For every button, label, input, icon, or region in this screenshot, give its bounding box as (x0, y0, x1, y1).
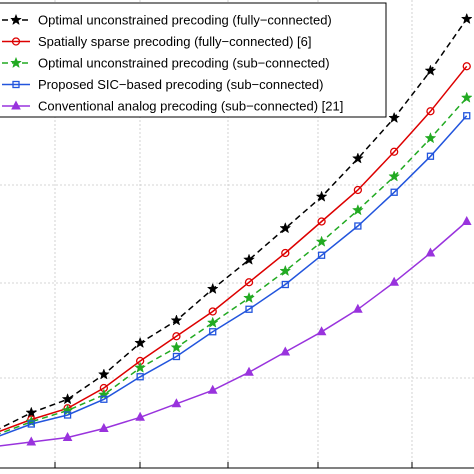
legend-label: Spatially sparse precoding (fully−connec… (38, 34, 312, 49)
data-point (61, 404, 74, 416)
data-point (243, 253, 255, 265)
data-point (97, 368, 110, 380)
data-point (172, 332, 181, 341)
data-point (206, 282, 219, 295)
data-point (170, 341, 183, 353)
data-point (354, 222, 362, 230)
data-point (209, 328, 217, 336)
legend-item-3: Optimal unconstrained precoding (sub−con… (2, 56, 330, 71)
data-point (62, 431, 73, 441)
data-point (390, 188, 398, 196)
series-line (0, 97, 468, 435)
series-4 (0, 112, 471, 437)
legend-marker (10, 56, 22, 69)
data-point (207, 384, 218, 394)
data-point (281, 248, 290, 258)
series-3 (0, 91, 473, 435)
data-point (97, 388, 110, 400)
data-point (244, 278, 254, 287)
series-2 (0, 62, 471, 432)
series-1 (0, 12, 473, 430)
data-point (206, 316, 219, 328)
data-point (426, 107, 435, 116)
legend-item-2: Spatially sparse precoding (fully−connec… (2, 34, 312, 49)
series-line (0, 65, 468, 432)
data-point (26, 436, 37, 446)
data-point (170, 314, 183, 326)
data-point (424, 64, 437, 76)
data-point (426, 152, 435, 160)
data-point (27, 420, 35, 428)
data-point (317, 251, 326, 259)
data-point (63, 411, 72, 419)
series-line (0, 220, 468, 447)
data-point (245, 305, 253, 313)
legend-item-5: Conventional analog precoding (sub−conne… (2, 99, 343, 114)
data-point (388, 111, 401, 124)
data-point (135, 411, 145, 421)
data-point (353, 185, 363, 195)
legend-marker (11, 100, 21, 110)
legend-item-1: Optimal unconstrained precoding (fully−c… (2, 13, 332, 28)
legend-marker (12, 80, 20, 89)
legend-label: Proposed SIC−based precoding (sub−connec… (38, 77, 323, 92)
data-point (425, 247, 436, 257)
data-point (315, 190, 328, 202)
data-point (279, 264, 292, 277)
data-point (100, 395, 108, 403)
data-point (315, 235, 328, 247)
data-point (390, 147, 399, 156)
data-point (424, 132, 437, 144)
data-point (388, 170, 401, 182)
legend-marker (11, 37, 21, 46)
series-group (0, 12, 473, 447)
data-point (61, 393, 74, 405)
legend: Optimal unconstrained precoding (fully−c… (0, 2, 387, 118)
series-5 (0, 215, 472, 447)
data-point (351, 152, 364, 164)
data-point (463, 112, 471, 120)
data-point (280, 346, 291, 356)
data-point (134, 361, 147, 373)
data-point (351, 204, 364, 216)
axes (0, 462, 474, 469)
data-point (25, 406, 38, 418)
data-point (316, 326, 327, 336)
legend-item-4: Proposed SIC−based precoding (sub−connec… (2, 77, 323, 92)
data-point (389, 276, 399, 286)
data-point (244, 366, 254, 376)
data-point (353, 303, 363, 313)
data-point (281, 280, 289, 289)
data-point (136, 373, 144, 381)
series-line (0, 115, 468, 437)
legend-label: Optimal unconstrained precoding (fully−c… (38, 13, 332, 28)
legend-label: Optimal unconstrained precoding (sub−con… (38, 56, 330, 71)
data-point (243, 291, 255, 304)
series-line (0, 18, 468, 430)
data-point (460, 12, 473, 25)
data-point (172, 352, 181, 361)
data-point (279, 222, 292, 234)
data-point (208, 307, 217, 316)
legend-label: Conventional analog precoding (sub−conne… (38, 99, 343, 114)
data-point (461, 215, 472, 225)
legend-marker (10, 13, 22, 26)
data-point (134, 336, 147, 349)
data-point (99, 422, 109, 432)
legend-box (0, 2, 387, 118)
data-point (462, 62, 471, 71)
data-point (171, 398, 182, 408)
data-point (460, 91, 473, 103)
data-point (317, 217, 326, 226)
